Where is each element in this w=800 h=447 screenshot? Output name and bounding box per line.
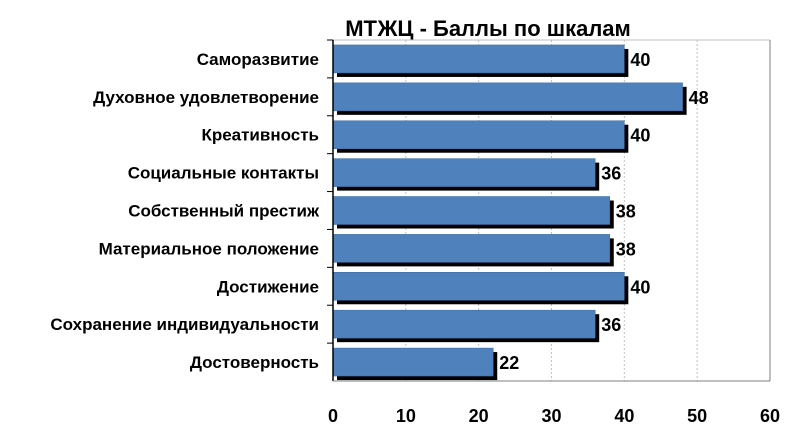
bar bbox=[332, 347, 494, 377]
data-label: 36 bbox=[601, 164, 621, 184]
data-label: 40 bbox=[630, 277, 650, 297]
category-label: Социальные контакты bbox=[128, 164, 319, 183]
chart-title: МТЖЦ - Баллы по шкалам bbox=[345, 16, 631, 41]
bar bbox=[332, 196, 611, 225]
bar bbox=[332, 44, 625, 74]
x-tick-label: 30 bbox=[541, 406, 561, 426]
data-label: 22 bbox=[499, 353, 519, 373]
category-label: Сохранение индивидуальности bbox=[50, 315, 319, 334]
bars bbox=[332, 44, 683, 377]
category-label: Креативность bbox=[201, 126, 319, 145]
x-tick-label: 40 bbox=[614, 406, 634, 426]
category-label: Достоверность bbox=[190, 353, 319, 372]
bar bbox=[332, 234, 611, 263]
bar bbox=[332, 272, 625, 301]
data-label: 40 bbox=[630, 126, 650, 146]
category-label: Достижение bbox=[217, 277, 319, 296]
bar bbox=[332, 120, 625, 149]
data-label: 48 bbox=[689, 88, 709, 108]
data-label: 36 bbox=[601, 315, 621, 335]
bar bbox=[332, 82, 683, 112]
axes bbox=[327, 39, 770, 382]
data-label: 38 bbox=[616, 239, 636, 259]
category-label: Саморазвитие bbox=[197, 50, 319, 69]
category-label: Собственный престиж bbox=[128, 202, 320, 221]
data-label: 38 bbox=[616, 202, 636, 222]
x-tick-label: 0 bbox=[328, 406, 338, 426]
x-tick-label: 20 bbox=[469, 406, 489, 426]
category-label: Духовное удовлетворение bbox=[93, 88, 319, 107]
data-label: 40 bbox=[630, 50, 650, 70]
bar bbox=[332, 158, 596, 187]
category-label: Материальное положение bbox=[99, 239, 319, 258]
bar bbox=[332, 309, 596, 339]
x-tick-label: 50 bbox=[687, 406, 707, 426]
x-tick-label: 10 bbox=[396, 406, 416, 426]
labels: 40 Саморазвитие 48 Духовное удовлетворение 4… bbox=[50, 50, 780, 426]
x-tick-label: 60 bbox=[760, 406, 780, 426]
